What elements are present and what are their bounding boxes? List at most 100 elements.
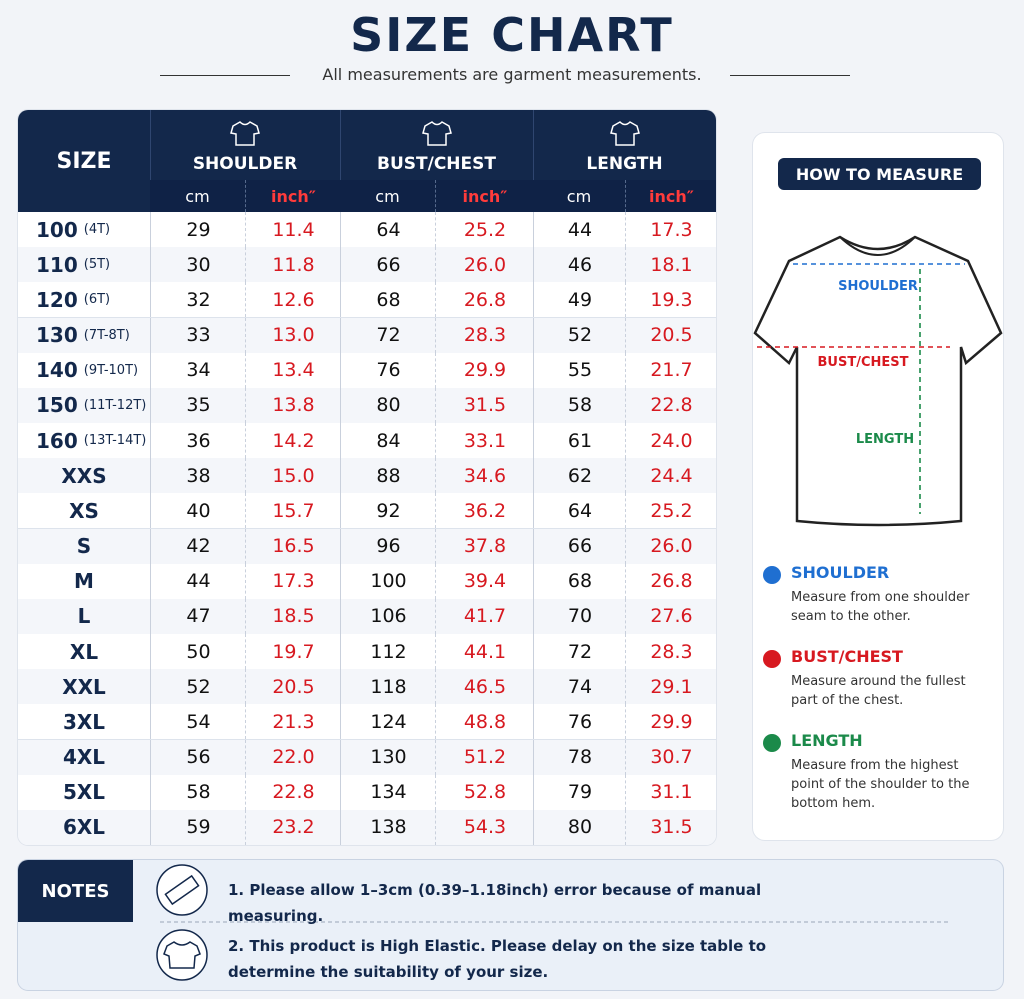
measurement: 11.4 [245,212,341,248]
measurement: 19.3 [625,282,716,318]
measurement: 24.4 [625,458,716,494]
measurement: 79 [533,774,626,810]
table-row: 4XL 56 22.0 130 51.2 78 30.7 [18,739,716,776]
measurement: 34 [150,352,246,388]
table-header: SIZE SHOULDER BUST/CHEST LENGTH cm inch″ cm in… [18,110,716,212]
collar [839,236,916,256]
group-divider [533,110,534,212]
size-cell: 3XL [18,704,150,739]
measurement: 78 [533,739,626,775]
age: (5T) [83,257,111,273]
measurement: 28.3 [435,317,534,353]
unit-label: cm [340,180,435,212]
measurement: 36 [150,423,246,459]
size: 130 [36,323,78,348]
unit-label: cm [150,180,245,212]
legend-text: Measure around the fullest part of the c… [791,674,966,708]
measurement: 31.5 [435,387,534,423]
size: 160 [36,428,78,453]
measurement: 54 [150,704,246,740]
measurement: 26.8 [435,282,534,318]
measurement: 18.5 [245,598,341,634]
measurement: 138 [340,809,436,845]
shirt [163,941,201,969]
table-row: 6XL 59 23.2 138 54.3 80 31.5 [18,809,716,845]
legend-name: LENGTH [791,731,863,750]
unit-label: cm [533,180,625,212]
measurement: 80 [340,387,436,423]
measurement: 35 [150,387,246,423]
measurement: 76 [533,704,626,740]
group-header: SHOULDER [192,154,298,174]
measurement: 50 [150,634,246,670]
table-row: 120 (6T) 32 12.6 68 26.8 49 19.3 [18,282,716,319]
measurement: 52 [533,317,626,353]
measurement: 58 [150,774,246,810]
table-row: S 42 16.5 96 37.8 66 26.0 [18,528,716,565]
measurement: 13.0 [245,317,341,353]
rule [730,75,850,76]
measurement: 11.8 [245,247,341,283]
measurement: 33 [150,317,246,353]
table-row: 110 (5T) 30 11.8 66 26.0 46 18.1 [18,247,716,284]
size: XL [69,639,99,664]
unit-label: inch″ [625,180,716,212]
legend-dot [763,650,781,668]
measurement: 80 [533,809,626,845]
size-cell: XXS [18,458,150,493]
group-icon [230,121,260,146]
table-row: XXS 38 15.0 88 34.6 62 24.4 [18,458,716,495]
measurement: 76 [340,352,436,388]
diagram-label: SHOULDER [838,279,918,294]
size: 3XL [62,709,106,734]
measurement: 36.2 [435,493,534,529]
size-header: SIZE [56,148,112,174]
legend-text: Measure from one shoulder seam to the ot… [791,590,970,624]
table-row: XXL 52 20.5 118 46.5 74 29.1 [18,669,716,706]
size: 6XL [62,815,106,840]
measurement: 44 [150,563,246,599]
measurement: 13.8 [245,387,341,423]
measurement: 26.0 [435,247,534,283]
measurement: 31.5 [625,809,716,845]
measurement: 26.0 [625,528,716,564]
size-cell: XXL [18,669,150,704]
measurement: 72 [340,317,436,353]
measurement: 17.3 [245,563,341,599]
group-header: BUST/CHEST [377,154,496,174]
measurement: 44.1 [435,634,534,670]
legend-text: Measure from the highest point of the sh… [791,758,970,811]
legend-dot [763,734,781,752]
size-cell: 150 (11T-12T) [18,388,150,423]
ruler [164,874,200,906]
table-row: 5XL 58 22.8 134 52.8 79 31.1 [18,774,716,811]
size-cell: 110 (5T) [18,247,150,282]
size: M [74,569,94,594]
measurement: 20.5 [625,317,716,353]
group-header: LENGTH [586,154,663,174]
size-cell: XL [18,634,150,669]
measurement: 64 [340,212,436,248]
measurement: 55 [533,352,626,388]
unit-label: inch″ [435,180,534,212]
measurement: 29.9 [625,704,716,740]
notes-decor [156,864,950,981]
measurement: 100 [340,563,436,599]
measurement: 44 [533,212,626,248]
notes-label: NOTES [18,860,133,922]
size-cell: 120 (6T) [18,282,150,317]
group-divider [340,110,341,212]
size-cell: S [18,529,150,564]
measurement: 54.3 [435,809,534,845]
size: 5XL [62,780,106,805]
legend-dot [763,566,781,584]
diagram-label: BUST/CHEST [818,355,909,370]
measurement: 66 [533,528,626,564]
measurement: 38 [150,458,246,494]
measurement: 39.4 [435,563,534,599]
measurement: 34.6 [435,458,534,494]
measurement: 106 [340,598,436,634]
measurement: 58 [533,387,626,423]
measurement: 130 [340,739,436,775]
age: (4T) [83,222,111,238]
